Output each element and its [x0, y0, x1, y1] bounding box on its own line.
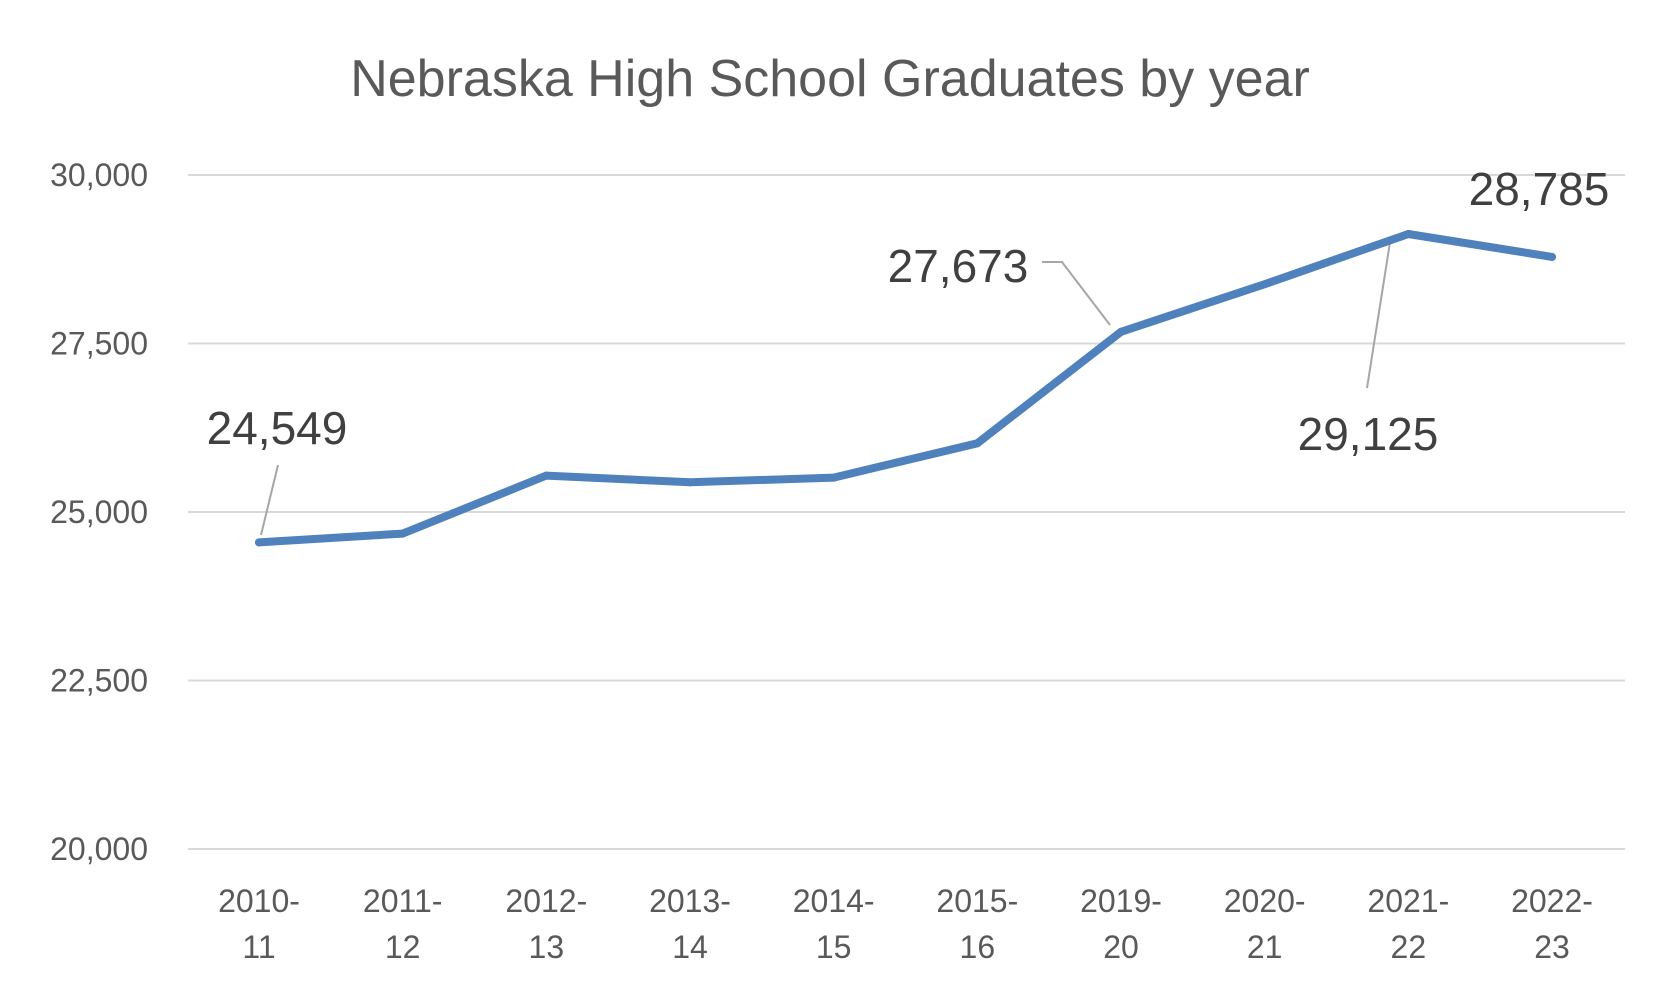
- x-tick-label: 2012-13: [505, 883, 587, 965]
- series-layer: [255, 229, 1556, 547]
- data-point: [1404, 229, 1413, 238]
- x-tick-label: 2014-15: [793, 883, 875, 965]
- y-tick-label: 30,000: [50, 157, 148, 193]
- x-tick-label: 2010-11: [218, 883, 300, 965]
- x-tick-label: 2022-23: [1511, 883, 1593, 965]
- y-tick-label: 20,000: [50, 831, 148, 867]
- y-axis: 20,000 22,500 25,000 27,500 30,000: [50, 157, 148, 867]
- x-axis: 2010-11 2011-12 2012-13 2013-14 2014-15 2015-…: [218, 883, 1593, 965]
- leader-line: [1042, 261, 1111, 326]
- data-point: [1548, 252, 1556, 261]
- data-point: [829, 473, 838, 482]
- x-tick-label: 2021-22: [1367, 883, 1449, 965]
- y-tick-label: 25,000: [50, 494, 148, 530]
- x-tick-label: 2013-14: [649, 883, 731, 965]
- data-label: 29,125: [1298, 408, 1439, 460]
- x-tick-label: 2015-16: [936, 883, 1018, 965]
- leader-line: [1366, 235, 1392, 389]
- data-point: [973, 439, 982, 448]
- x-tick-label: 2019-20: [1080, 883, 1162, 965]
- chart-title: Nebraska High School Graduates by year: [350, 50, 1310, 108]
- data-point: [398, 529, 407, 538]
- gridlines: [188, 174, 1625, 850]
- data-label-leaders: [260, 235, 1392, 536]
- data-label: 27,673: [888, 240, 1029, 292]
- data-label: 28,785: [1469, 163, 1610, 215]
- x-tick-label: 2011-12: [363, 883, 442, 965]
- x-tick-label: 2020-21: [1224, 883, 1306, 965]
- y-tick-label: 22,500: [50, 663, 148, 699]
- data-point: [255, 538, 263, 547]
- leader-line: [260, 464, 279, 536]
- data-label: 24,549: [207, 402, 348, 454]
- data-point: [1117, 327, 1125, 336]
- data-point: [1260, 280, 1269, 289]
- data-point: [686, 478, 694, 487]
- data-point: [542, 471, 551, 480]
- y-tick-label: 27,500: [50, 326, 148, 362]
- data-labels: 24,549 27,673 29,125 28,785: [207, 163, 1610, 460]
- series-line: [255, 230, 1556, 547]
